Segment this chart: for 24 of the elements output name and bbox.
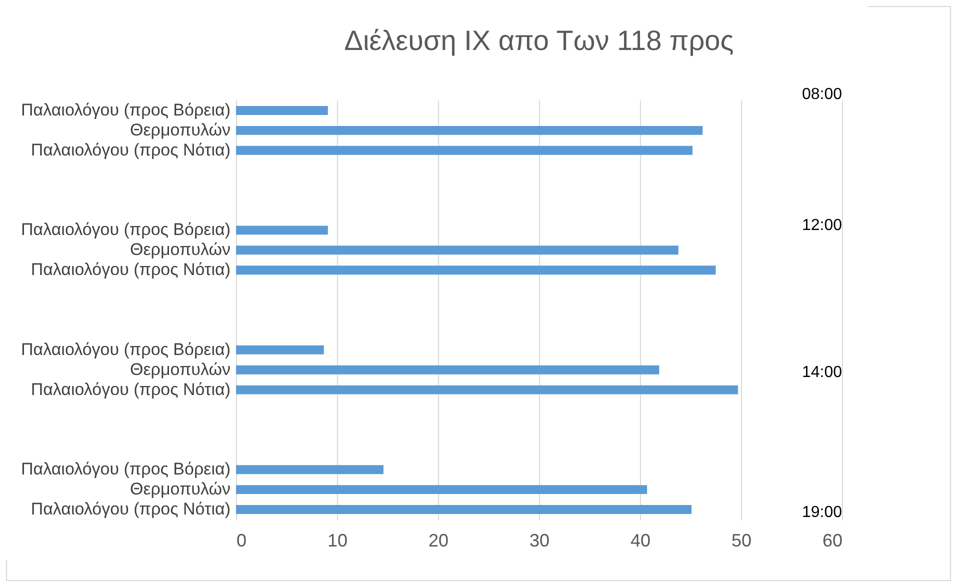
x-tick-label: 10 (327, 530, 348, 550)
y-tick-label: Παλαιολόγου (προς Νότια) (30, 380, 230, 399)
chart-title: Διέλευση ΙΧ απο Των 118 προς (344, 25, 734, 56)
x-tick-label: 0 (236, 530, 247, 550)
y-tick-label: Παλαιολόγου (προς Βόρεια) (21, 220, 230, 240)
y-tick-label: Παλαιολόγου (προς Νότια) (30, 260, 230, 280)
x-tick-label: 50 (731, 530, 752, 550)
x-tick-label: 60 (822, 530, 842, 550)
y-tick-label: Παλαιολόγου (προς Βόρεια) (21, 460, 230, 479)
y-tick-label: Θερμοπυλών (130, 480, 230, 499)
annotation: 19:00 (802, 504, 842, 521)
y-tick-label: Θερμοπυλών (130, 240, 230, 260)
y-tick-label: Παλαιολόγου (προς Νότια) (30, 140, 230, 160)
x-tick-label: 40 (630, 530, 651, 550)
y-tick-label: Παλαιολόγου (προς Νότια) (30, 500, 230, 519)
x-tick-label: 20 (428, 530, 449, 550)
y-tick-label: Παλαιολόγου (προς Βόρεια) (21, 100, 230, 120)
annotation: 14:00 (802, 364, 842, 381)
annotation: 08:00 (802, 86, 842, 103)
y-tick-label: Θερμοπυλών (130, 120, 230, 140)
annotation: 12:00 (802, 217, 842, 234)
x-tick-label: 30 (529, 530, 550, 550)
y-tick-label: Παλαιολόγου (προς Βόρεια) (21, 340, 230, 359)
y-tick-label: Θερμοπυλών (130, 360, 230, 379)
